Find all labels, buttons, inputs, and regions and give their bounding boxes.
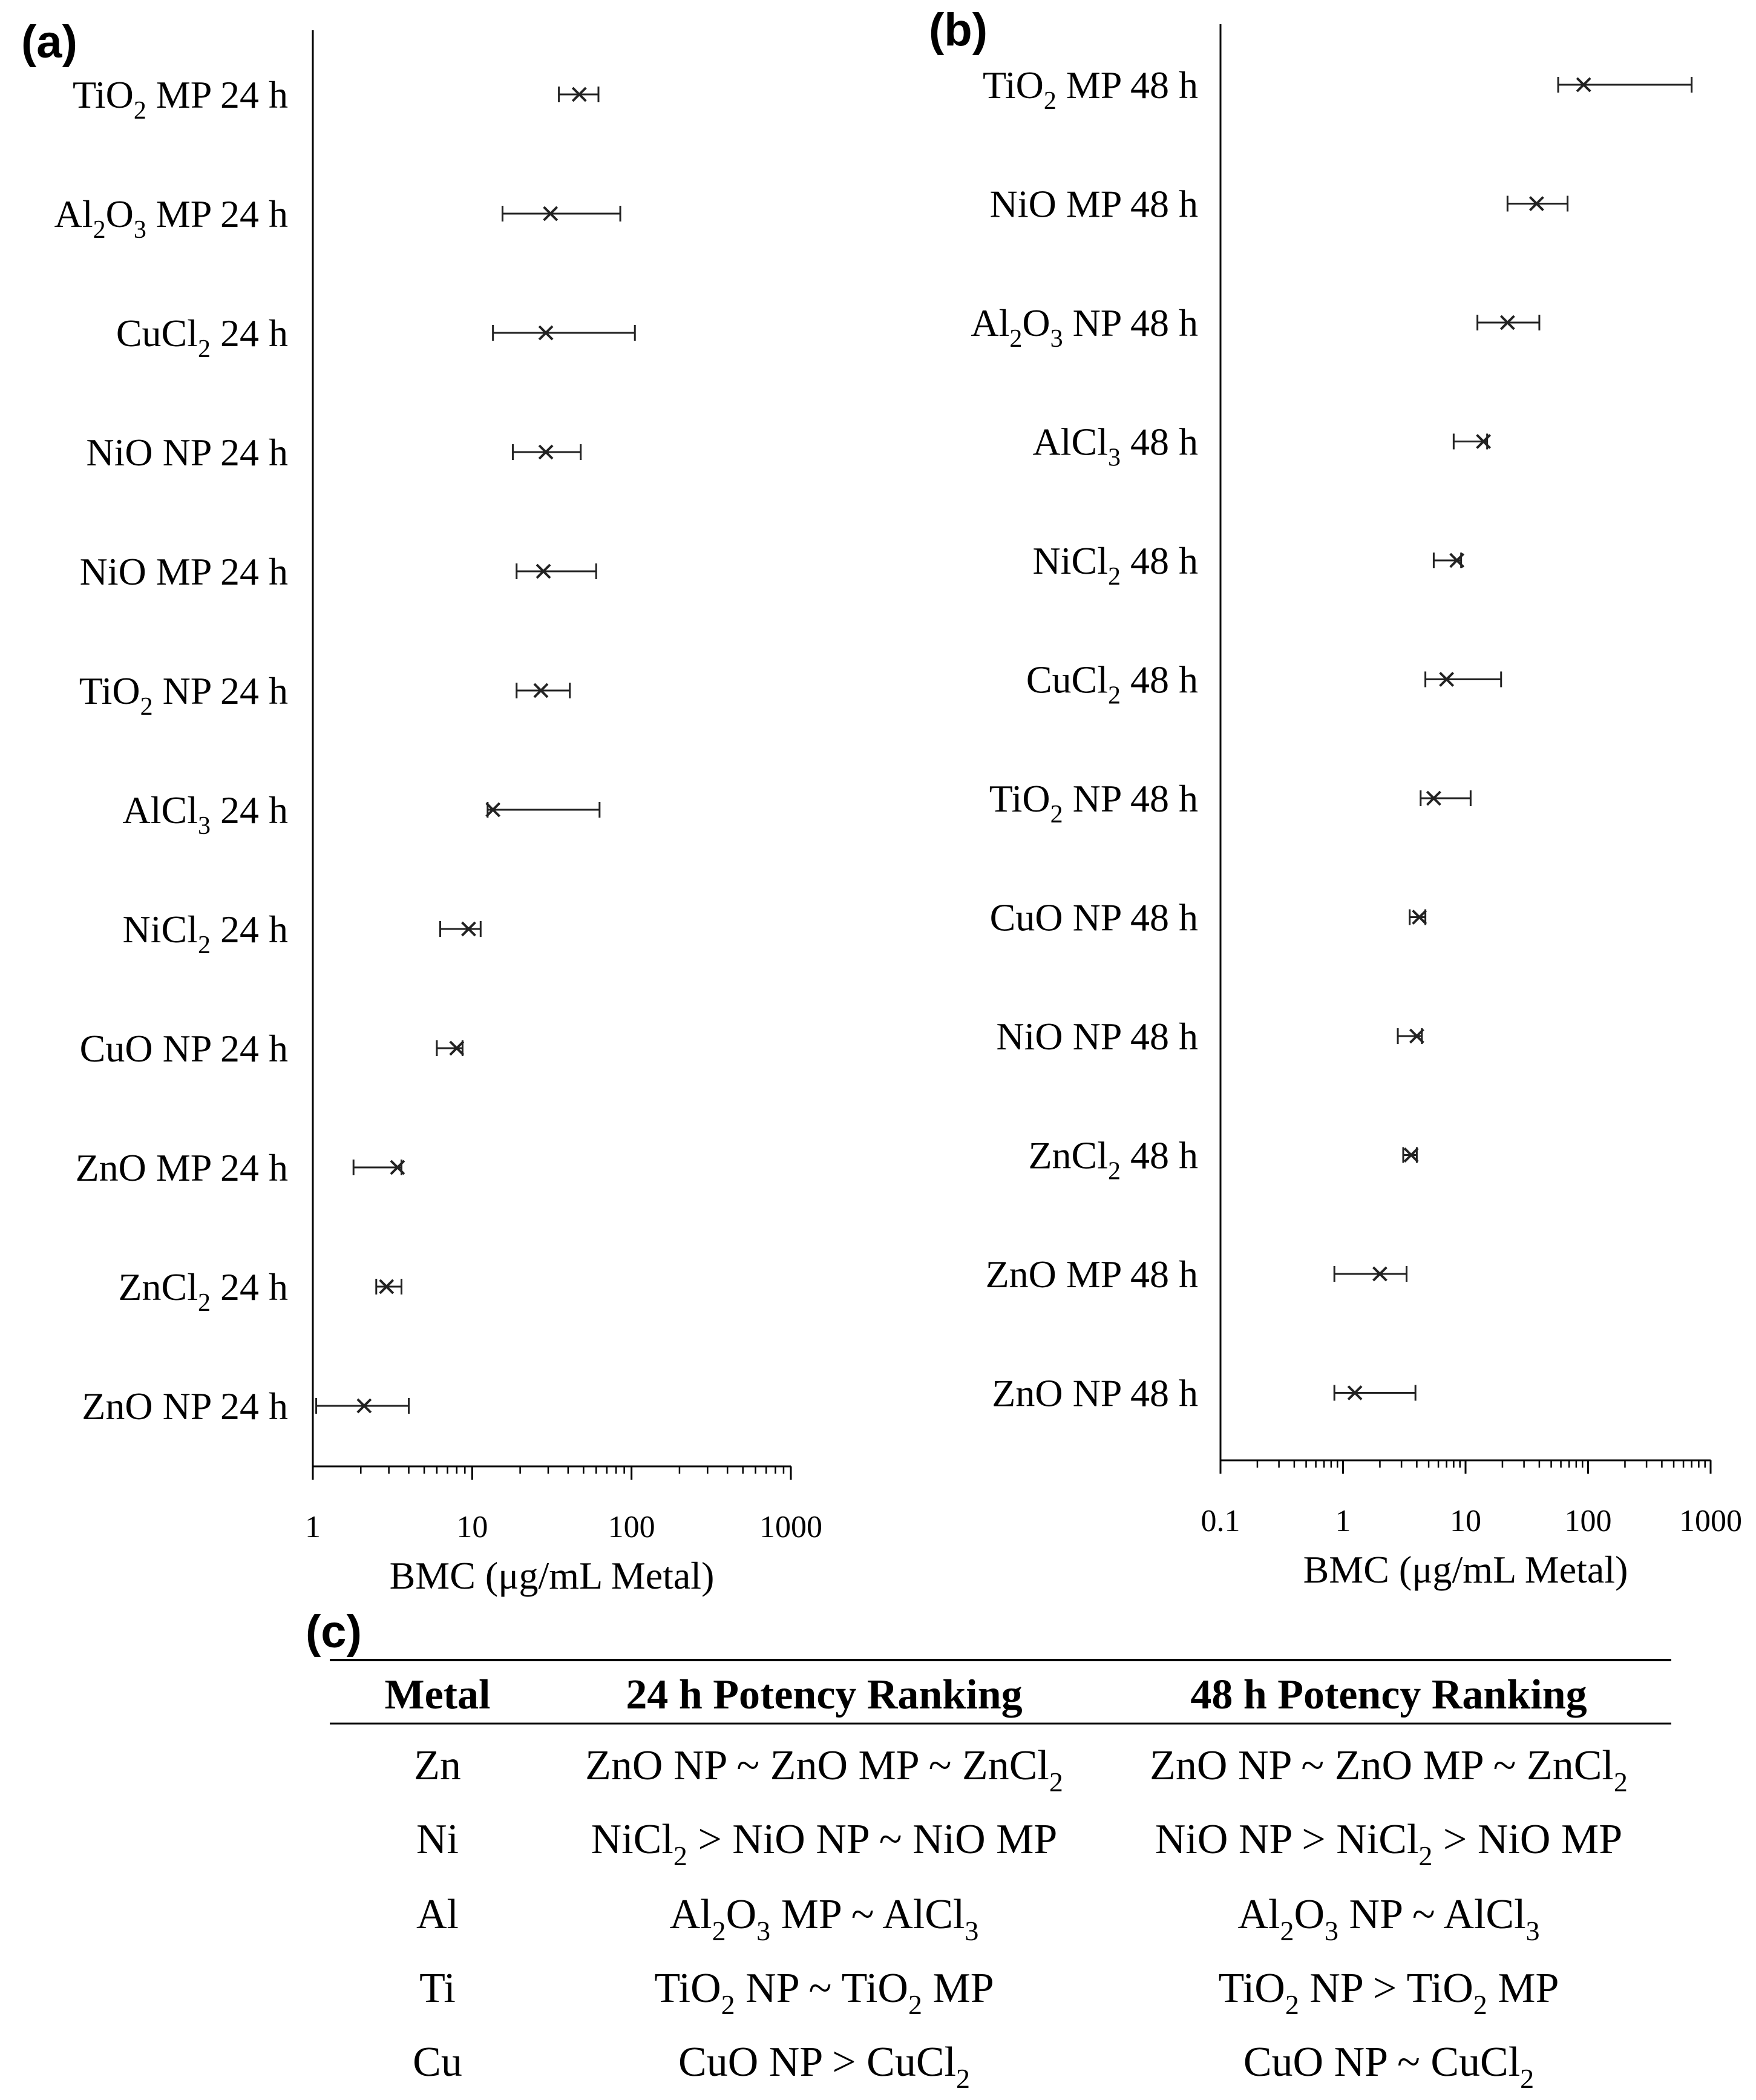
category-label: TiO2 MP 24 h <box>73 73 288 125</box>
x-tick-label: 1000 <box>1679 1504 1742 1538</box>
category-label: CuO NP 24 h <box>80 1027 288 1070</box>
x-axis-label: BMC (μg/mL Metal) <box>1303 1548 1628 1591</box>
data-point-marker <box>533 683 549 698</box>
data-point-marker <box>536 563 551 579</box>
table-header: 48 h Potency Ranking <box>1190 1672 1587 1718</box>
data-point-marker <box>449 1040 465 1056</box>
table-cell-24h: TiO2 NP ~ TiO2 MP <box>654 1965 994 2020</box>
table-cell-metal: Ni <box>416 1816 459 1863</box>
data-point-marker <box>1499 315 1515 330</box>
category-label: ZnO NP 24 h <box>82 1385 288 1428</box>
data-point-marker <box>390 1160 405 1175</box>
data-point-marker <box>1347 1385 1363 1400</box>
data-point-marker <box>1576 77 1591 93</box>
table-cell-metal: Zn <box>414 1742 461 1789</box>
data-point-marker <box>379 1279 395 1294</box>
x-tick-label: 1 <box>305 1510 321 1544</box>
category-label: NiO MP 48 h <box>990 183 1198 226</box>
data-point-marker <box>1476 434 1492 449</box>
chart-panel-a: (a) 1 10 100 1000 BMC (μg/mL Metal) TiO2 MP 24… <box>21 16 822 1597</box>
data-point-marker <box>1528 196 1544 211</box>
category-label: NiO NP 48 h <box>996 1015 1198 1058</box>
x-tick-label: 10 <box>456 1510 488 1544</box>
data-point-marker <box>461 921 476 937</box>
x-axis-label: BMC (μg/mL Metal) <box>390 1554 715 1597</box>
data-point-marker <box>1439 672 1455 687</box>
category-label: TiO2 NP 48 h <box>989 777 1198 829</box>
table-cell-metal: Al <box>416 1891 459 1938</box>
table-cell-48h: Al2O3 NP ~ AlCl3 <box>1237 1891 1539 1946</box>
panel-label: (b) <box>929 4 988 56</box>
category-label: AlCl3 24 h <box>123 789 288 840</box>
category-label: ZnO NP 48 h <box>992 1372 1198 1415</box>
x-tick-label: 10 <box>1450 1504 1481 1538</box>
category-label: TiO2 NP 24 h <box>79 669 288 721</box>
category-label: CuCl2 48 h <box>1026 658 1198 710</box>
category-label: NiCl2 48 h <box>1033 539 1198 591</box>
table-cell-24h: Al2O3 MP ~ AlCl3 <box>670 1891 979 1946</box>
table-cell-metal: Ti <box>419 1965 456 2012</box>
category-label: Al2O3 NP 48 h <box>971 301 1198 353</box>
data-point-marker <box>1426 790 1441 806</box>
category-label: CuCl2 24 h <box>116 312 288 363</box>
data-point-marker <box>1372 1266 1387 1282</box>
x-tick-label: 1 <box>1335 1504 1351 1538</box>
category-label: ZnO MP 24 h <box>76 1146 288 1189</box>
category-label: ZnCl2 48 h <box>1028 1134 1198 1186</box>
x-tick-label: 0.1 <box>1201 1504 1240 1538</box>
data-point-marker <box>1409 1028 1424 1044</box>
x-tick-label: 1000 <box>759 1510 822 1544</box>
category-label: NiO MP 24 h <box>80 550 288 593</box>
table-cell-48h: CuO NP ~ CuCl2 <box>1243 2039 1534 2094</box>
category-label: CuO NP 48 h <box>990 896 1198 939</box>
category-label: NiO NP 24 h <box>86 431 288 474</box>
data-point-marker <box>538 444 554 460</box>
panel-label: (c) <box>306 1606 362 1658</box>
data-point-marker <box>543 206 559 221</box>
data-point-marker <box>356 1398 372 1414</box>
category-label: ZnCl2 24 h <box>118 1265 288 1317</box>
table-header: Metal <box>385 1672 491 1718</box>
category-label: ZnO MP 48 h <box>986 1253 1198 1296</box>
category-label: Al2O3 MP 24 h <box>54 192 288 244</box>
data-point-marker <box>571 87 587 102</box>
table-cell-48h: NiO NP > NiCl2 > NiO MP <box>1155 1816 1622 1871</box>
x-tick-label: 100 <box>608 1510 655 1544</box>
table-cell-48h: ZnO NP ~ ZnO MP ~ ZnCl2 <box>1150 1742 1628 1797</box>
data-point-marker <box>1403 1147 1419 1163</box>
data-point-marker <box>1412 910 1427 925</box>
category-label: AlCl3 48 h <box>1033 421 1198 472</box>
table-cell-24h: ZnO NP ~ ZnO MP ~ ZnCl2 <box>585 1742 1063 1797</box>
table-cell-48h: TiO2 NP > TiO2 MP <box>1219 1965 1559 2020</box>
category-label: NiCl2 24 h <box>123 908 288 959</box>
table-cell-metal: Cu <box>413 2039 462 2085</box>
x-tick-label: 100 <box>1565 1504 1612 1538</box>
table-cell-24h: NiCl2 > NiO NP ~ NiO MP <box>591 1816 1058 1871</box>
data-point-marker <box>485 802 501 818</box>
data-point-marker <box>538 325 554 341</box>
panel-label: (a) <box>21 16 77 68</box>
category-label: TiO2 MP 48 h <box>983 64 1198 115</box>
chart-panel-b: (b) 0.1 1 10 100 1000 BMC (μg/mL Metal) TiO2 MP… <box>929 4 1742 1591</box>
table-cell-24h: CuO NP > CuCl2 <box>678 2039 970 2094</box>
table-header: 24 h Potency Ranking <box>626 1672 1022 1718</box>
potency-table: (c) Metal 24 h Potency Ranking 48 h Potency… <box>306 1606 1671 2094</box>
data-point-marker <box>1449 553 1465 568</box>
